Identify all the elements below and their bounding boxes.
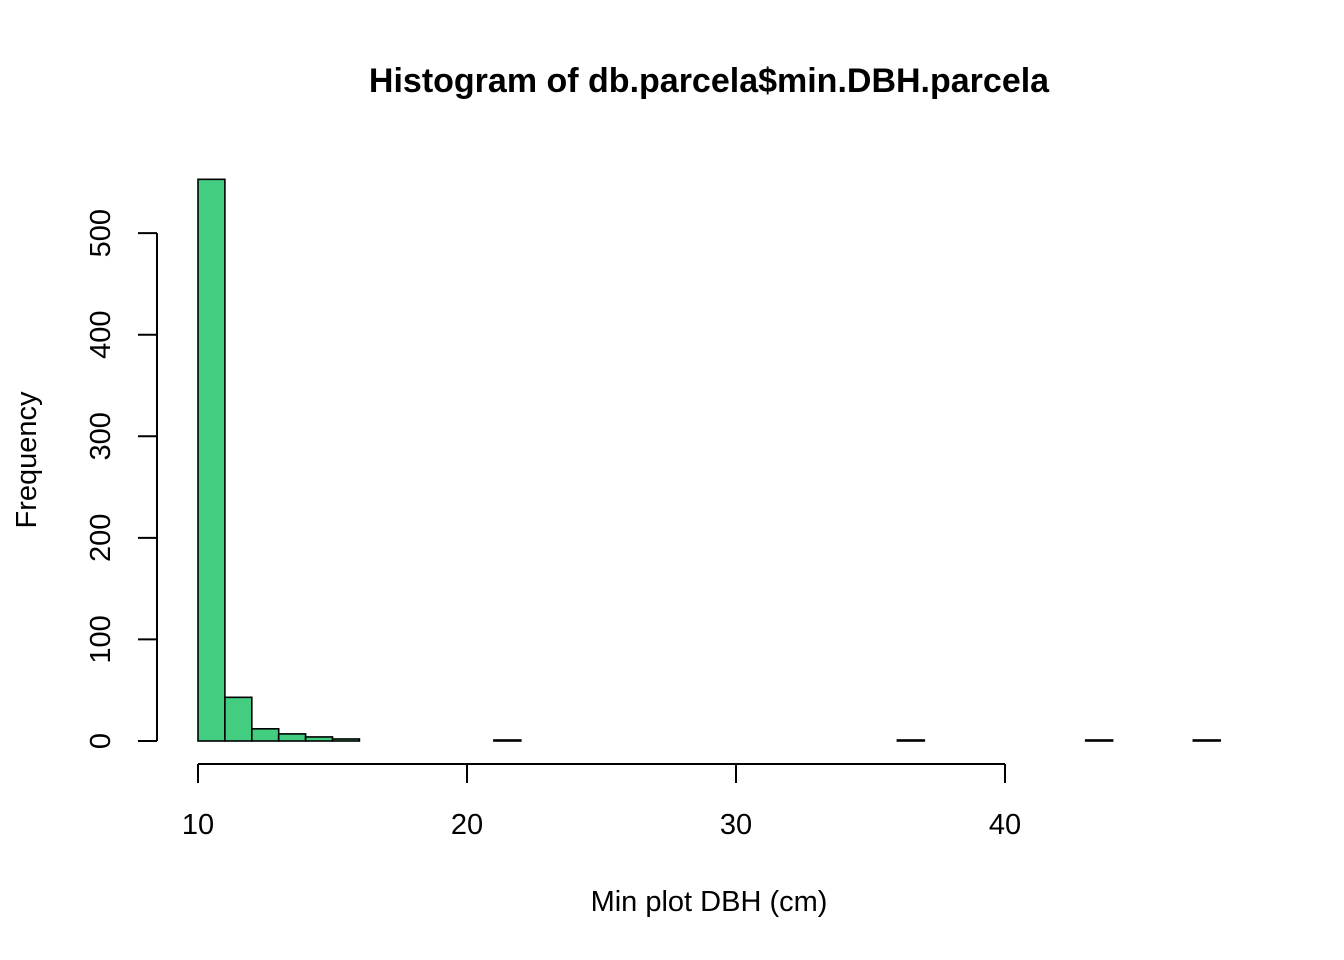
y-tick-label-0: 0: [85, 733, 117, 749]
y-tick-label-4: 400: [85, 311, 117, 359]
y-axis: 0 100 200 300 400 500: [85, 209, 158, 749]
histogram-bar-0: [197, 178, 226, 742]
histogram-bar-3: [277, 733, 307, 742]
histogram-bar-26: [896, 739, 926, 742]
x-tick-label-0: 10: [182, 809, 214, 841]
histogram-bar-2: [251, 728, 280, 742]
x-axis-label: Min plot DBH (cm): [591, 886, 828, 918]
x-tick-label-3: 40: [989, 809, 1021, 841]
y-tick-label-5: 500: [85, 209, 117, 257]
x-tick-label-2: 30: [720, 809, 752, 841]
y-tick-label-1: 100: [85, 615, 117, 663]
x-axis: 10 20 30 40: [182, 763, 1021, 841]
histogram-bar-5: [331, 738, 361, 742]
y-tick-label-3: 300: [85, 412, 117, 460]
bars-group: [197, 178, 1222, 742]
histogram-bar-33: [1084, 739, 1114, 742]
histogram-bar-4: [304, 736, 334, 742]
histogram-bar-1: [224, 696, 253, 742]
x-tick-label-1: 20: [451, 809, 483, 841]
chart-title: Histogram of db.parcela$min.DBH.parcela: [369, 62, 1050, 100]
y-tick-label-2: 200: [85, 514, 117, 562]
histogram-bar-37: [1192, 739, 1222, 742]
y-axis-label: Frequency: [11, 391, 43, 529]
histogram-bar-11: [493, 739, 522, 742]
